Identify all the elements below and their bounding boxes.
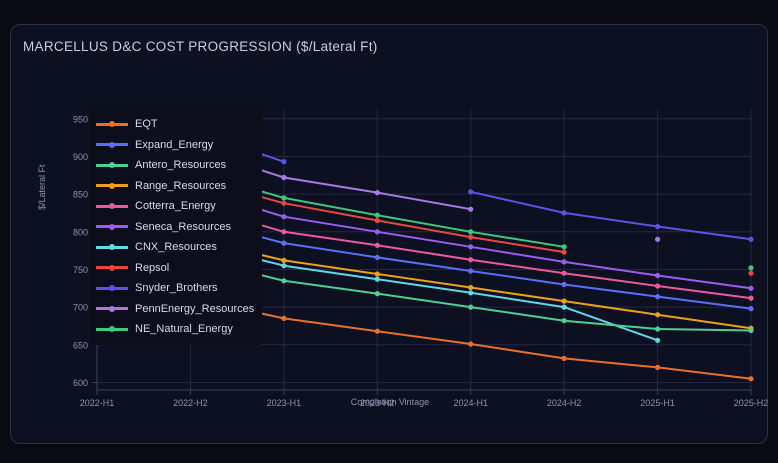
svg-text:2025-H2: 2025-H2 [734, 398, 769, 408]
svg-text:2022-H2: 2022-H2 [173, 398, 208, 408]
plot-area: 600 650 700 750 800 850 900 950 2022-H1 2022-H2 2… [11, 25, 769, 445]
y-axis-label: $/Lateral Ft [37, 164, 47, 210]
legend-item-label: NE_Natural_Energy [135, 323, 233, 336]
legend-item[interactable]: Seneca_Resources [96, 217, 254, 238]
svg-text:800: 800 [73, 227, 88, 237]
legend-item[interactable]: Antero_Resources [96, 155, 254, 176]
legend-item-label: Seneca_Resources [135, 220, 232, 233]
svg-text:2025-H1: 2025-H1 [640, 398, 675, 408]
legend-color-swatch [96, 182, 128, 189]
legend-color-swatch [96, 223, 128, 230]
legend-item-label: Repsol [135, 261, 170, 274]
legend-color-swatch [96, 141, 128, 148]
legend-item-label: Cotterra_Energy [135, 200, 216, 213]
legend-color-swatch [96, 121, 128, 128]
legend-item-label: Range_Resources [135, 179, 227, 192]
legend-item[interactable]: Expand_Energy [96, 135, 254, 156]
legend-color-swatch [96, 326, 128, 333]
legend-color-swatch [96, 162, 128, 169]
legend-color-swatch [96, 264, 128, 271]
svg-text:2023-H2: 2023-H2 [360, 398, 395, 408]
legend-item-label: PennEnergy_Resources [135, 302, 255, 315]
legend-item-label: EQT [135, 118, 158, 131]
chart-card: MARCELLUS D&C COST PROGRESSION ($/Latera… [10, 24, 768, 444]
legend-item[interactable]: NE_Natural_Energy [96, 319, 254, 340]
legend-item[interactable]: Snyder_Brothers [96, 278, 254, 299]
legend-item[interactable]: Range_Resources [96, 176, 254, 197]
legend-color-swatch [96, 203, 128, 210]
legend-item[interactable]: PennEnergy_Resources [96, 299, 254, 320]
legend-item-label: CNX_Resources [135, 241, 217, 254]
x-axis-label: Completion Vintage [350, 397, 430, 407]
legend-item[interactable]: Repsol [96, 258, 254, 279]
chart-title: MARCELLUS D&C COST PROGRESSION ($/Latera… [23, 39, 378, 54]
svg-text:850: 850 [73, 190, 88, 200]
svg-text:2024-H1: 2024-H1 [453, 398, 488, 408]
legend-item[interactable]: Cotterra_Energy [96, 196, 254, 217]
svg-text:700: 700 [73, 303, 88, 313]
legend-item[interactable]: EQT [96, 114, 254, 135]
svg-text:2022-H1: 2022-H1 [80, 398, 115, 408]
svg-text:2024-H2: 2024-H2 [547, 398, 582, 408]
svg-text:600: 600 [73, 378, 88, 388]
svg-text:900: 900 [73, 152, 88, 162]
legend-item-label: Expand_Energy [135, 138, 214, 151]
svg-text:2023-H1: 2023-H1 [267, 398, 302, 408]
legend-color-swatch [96, 305, 128, 312]
legend-color-swatch [96, 285, 128, 292]
legend-item[interactable]: CNX_Resources [96, 237, 254, 258]
svg-text:750: 750 [73, 265, 88, 275]
chart-legend: EQT Expand_Energy Antero_Resources Range_Re… [91, 109, 263, 345]
legend-color-swatch [96, 244, 128, 251]
svg-text:950: 950 [73, 114, 88, 124]
x-axis-ticks: 2022-H1 2022-H2 2023-H1 2023-H2 2024-H1 2024-… [80, 390, 769, 408]
legend-item-label: Snyder_Brothers [135, 282, 218, 295]
svg-text:650: 650 [73, 340, 88, 350]
legend-item-label: Antero_Resources [135, 159, 227, 172]
